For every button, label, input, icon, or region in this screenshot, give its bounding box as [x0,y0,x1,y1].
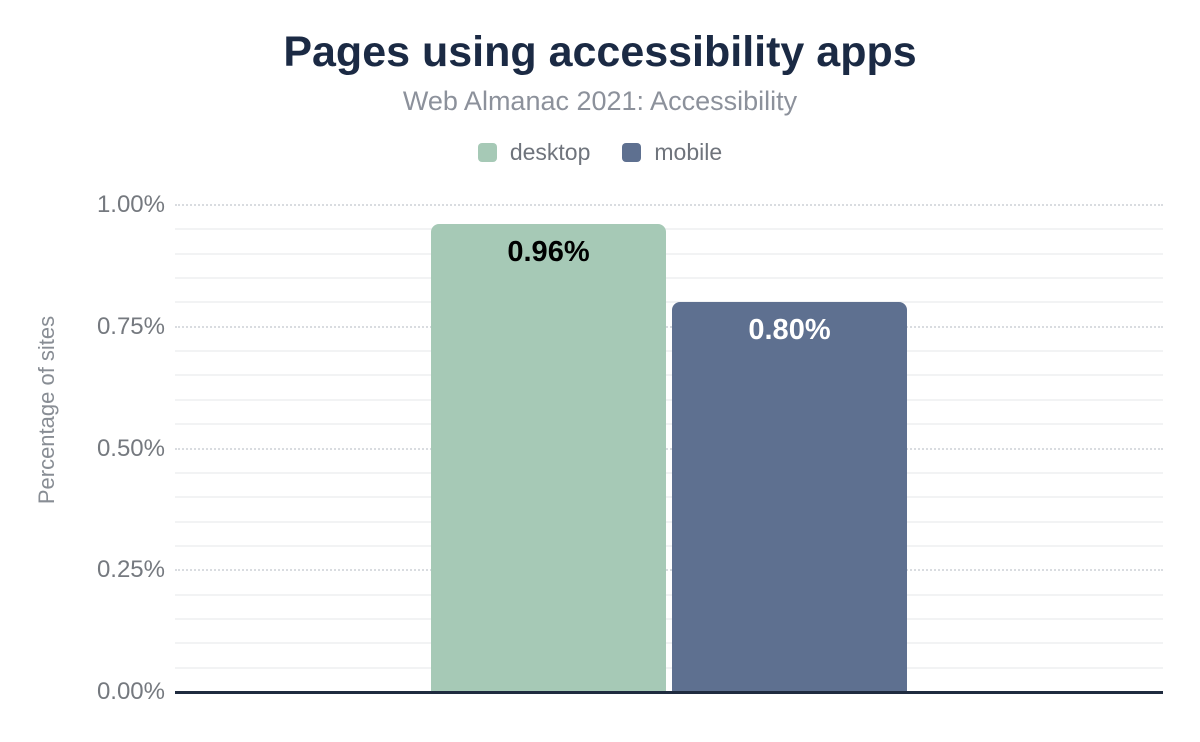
minor-gridline [175,642,1163,645]
legend-item-desktop: desktop [477,139,591,165]
minor-gridline [175,398,1163,401]
major-gridline [175,569,1163,572]
y-axis-title: Percentage of sites [34,315,59,505]
bar-value-label-desktop: 0.96% [507,236,590,269]
y-tick-label: 0.75% [96,312,165,340]
minor-gridline [175,277,1163,280]
chart-subtitle: Web Almanac 2021: Accessibility [402,86,798,116]
bar-value-label-mobile: 0.80% [748,314,831,347]
y-tick-label: 0.50% [96,434,165,462]
legend-label-desktop: desktop [509,139,591,165]
y-tick-label: 0.25% [96,556,165,584]
minor-gridline [175,301,1163,304]
minor-gridline [175,496,1163,499]
minor-gridline [175,423,1163,426]
y-tick-label: 0.00% [96,678,165,705]
legend-label-mobile: mobile [654,139,723,165]
legend-item-mobile: mobile [622,141,722,164]
legend-swatch-desktop [477,143,497,162]
legend-swatch-mobile [622,143,642,162]
minor-gridline [175,520,1163,523]
minor-gridline [175,374,1163,377]
minor-gridline [175,666,1163,669]
minor-gridline [175,544,1163,547]
x-axis-baseline [175,691,1163,694]
minor-gridline [175,252,1163,255]
chart-title: Pages using accessibility apps [283,28,917,76]
minor-gridline [175,593,1163,596]
major-gridline [175,204,1163,206]
legend: desktop mobile [0,141,1200,164]
major-gridline [175,325,1163,328]
y-tick-label: 1.00% [96,191,165,218]
minor-gridline [175,617,1163,620]
plot-area: 0.96% 0.80% [175,204,1163,694]
bar-mobile: 0.80% [672,302,907,692]
bar-desktop: 0.96% [431,224,666,692]
minor-gridline [175,228,1163,231]
minor-gridline [175,350,1163,353]
minor-gridline [175,471,1163,474]
major-gridline [175,447,1163,450]
